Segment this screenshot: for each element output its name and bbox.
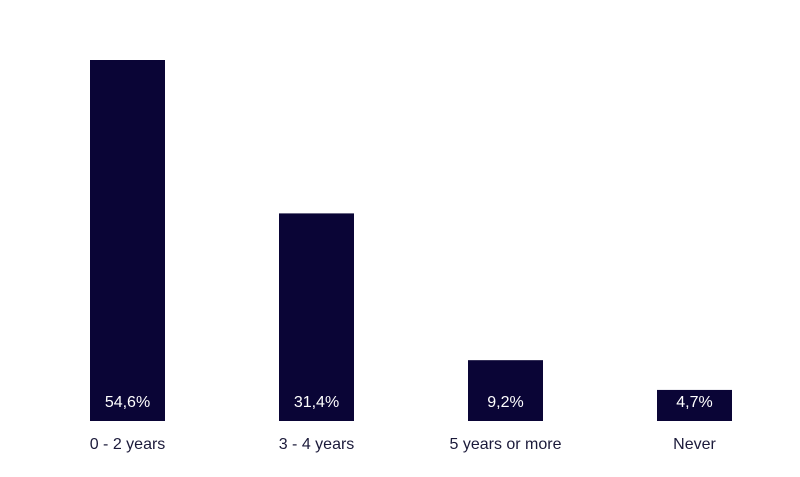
value-label: 4,7% — [676, 394, 712, 411]
value-label: 9,2% — [487, 394, 523, 411]
value-label: 31,4% — [294, 394, 339, 411]
bar — [90, 60, 165, 421]
x-tick-label: Never — [673, 436, 716, 453]
x-tick-label: 3 - 4 years — [279, 436, 355, 453]
bar — [468, 360, 543, 421]
bar — [279, 213, 354, 421]
bar — [657, 389, 732, 421]
x-tick-label: 5 years or more — [449, 436, 561, 453]
x-tick-label: 0 - 2 years — [90, 436, 166, 453]
value-label: 54,6% — [105, 394, 150, 411]
